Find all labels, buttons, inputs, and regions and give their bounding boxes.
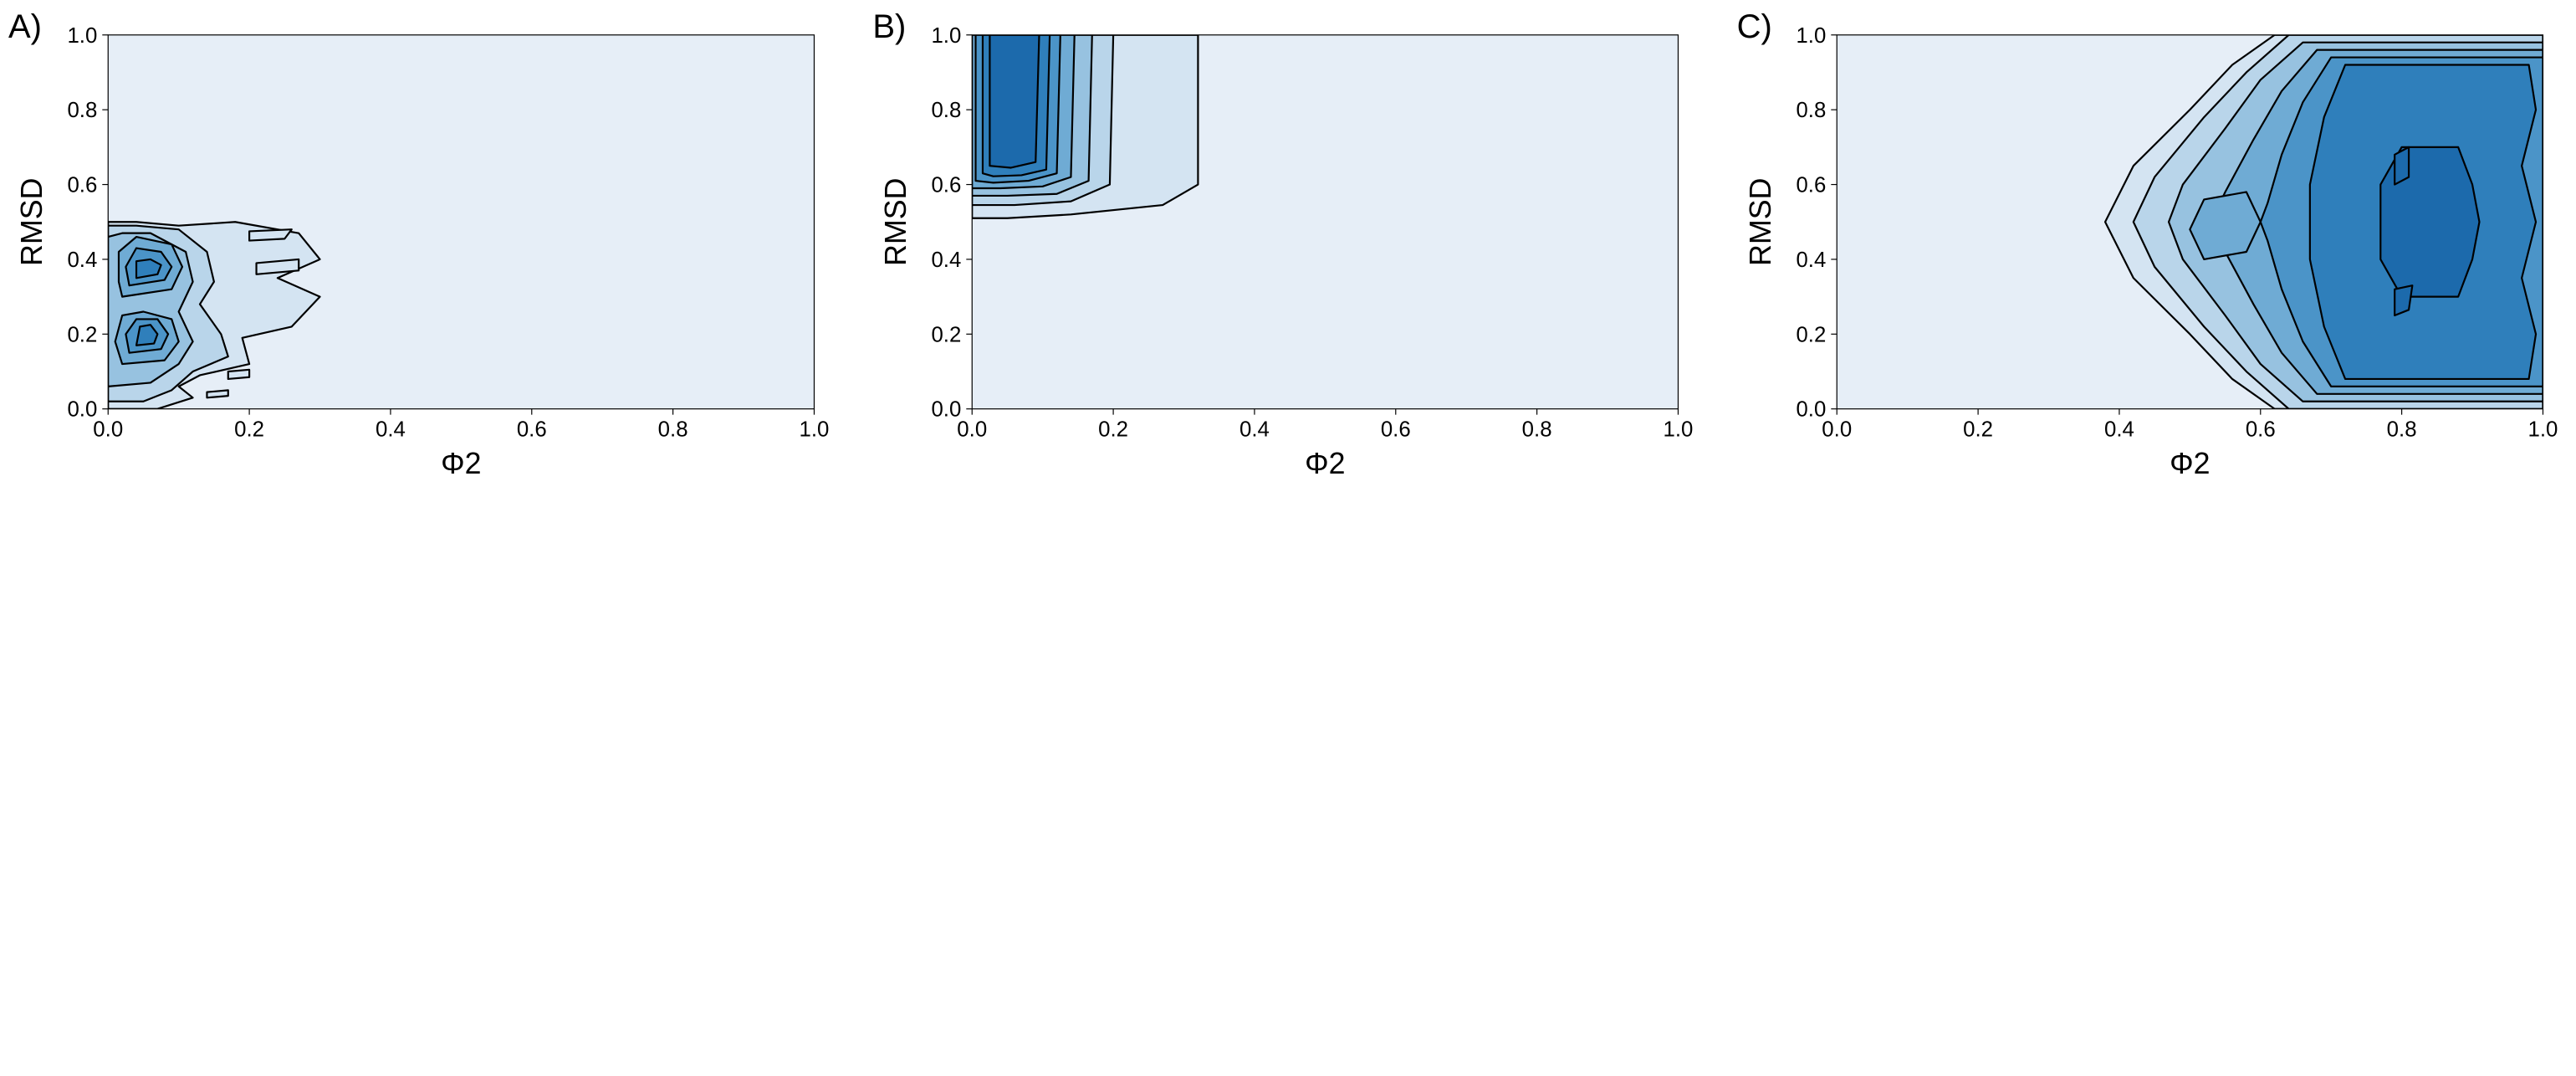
svg-text:0.0: 0.0 <box>67 398 97 422</box>
svg-text:0.6: 0.6 <box>932 174 962 197</box>
svg-text:RMSD: RMSD <box>1743 178 1776 266</box>
svg-text:Φ2: Φ2 <box>2170 447 2210 480</box>
svg-text:0.2: 0.2 <box>1963 418 1993 441</box>
panel-b-label: B) <box>872 8 906 46</box>
panel-b-svg: 0.0 0.2 0.4 0.6 0.8 1.0 0.0 0.2 0.4 0.6 0.8 1.0 Φ2 RM… <box>881 17 1694 485</box>
svg-text:0.2: 0.2 <box>67 323 97 346</box>
svg-text:0.0: 0.0 <box>1796 398 1826 422</box>
svg-text:1.0: 1.0 <box>2527 418 2558 441</box>
svg-text:RMSD: RMSD <box>15 178 49 266</box>
svg-text:0.8: 0.8 <box>1522 418 1552 441</box>
svg-text:0.4: 0.4 <box>1239 418 1270 441</box>
svg-text:0.0: 0.0 <box>932 398 962 422</box>
svg-text:0.6: 0.6 <box>2245 418 2275 441</box>
panel-b: B) 0.00.20.40.60.81.00.00.20.40.60.81.0Φ… <box>881 17 1694 485</box>
svg-text:0.2: 0.2 <box>932 323 962 346</box>
panel-a-svg: 0.0 0.2 0.4 0.6 0.8 1.0 0.0 0.2 0.4 0.6 0.8 1.0 Φ2 RM… <box>17 17 831 485</box>
panel-c-svg: 0.0 0.2 0.4 0.6 0.8 1.0 0.0 0.2 0.4 0.6 0.8 1.0 Φ2 RM… <box>1745 17 2559 485</box>
svg-text:0.0: 0.0 <box>93 418 123 441</box>
svg-text:0.4: 0.4 <box>1796 249 1826 272</box>
svg-text:1.0: 1.0 <box>1664 418 1694 441</box>
panel-c: C) 0.00.20.40.60.81.00.00.20.40.60.81.0Φ… <box>1745 17 2559 485</box>
svg-text:0.8: 0.8 <box>658 418 688 441</box>
svg-text:0.8: 0.8 <box>932 99 962 122</box>
svg-text:1.0: 1.0 <box>800 418 830 441</box>
svg-text:0.0: 0.0 <box>958 418 988 441</box>
svg-text:0.4: 0.4 <box>932 249 962 272</box>
svg-text:0.0: 0.0 <box>1822 418 1852 441</box>
svg-text:0.8: 0.8 <box>1796 99 1826 122</box>
svg-text:0.6: 0.6 <box>67 174 97 197</box>
svg-text:1.0: 1.0 <box>67 24 97 48</box>
svg-text:0.2: 0.2 <box>234 418 264 441</box>
svg-text:0.6: 0.6 <box>517 418 547 441</box>
svg-text:0.8: 0.8 <box>67 99 97 122</box>
svg-text:0.6: 0.6 <box>1381 418 1411 441</box>
svg-text:1.0: 1.0 <box>1796 24 1826 48</box>
svg-text:1.0: 1.0 <box>932 24 962 48</box>
svg-text:RMSD: RMSD <box>879 178 912 266</box>
panel-a-label: A) <box>8 8 42 46</box>
svg-text:0.6: 0.6 <box>1796 174 1826 197</box>
figure-row: A) 0.00.20.40.60.81.00.00.20.40.60.81.0Φ… <box>17 17 2559 485</box>
svg-text:Φ2: Φ2 <box>441 447 481 480</box>
svg-text:0.4: 0.4 <box>67 249 97 272</box>
svg-text:Φ2: Φ2 <box>1305 447 1345 480</box>
svg-text:0.2: 0.2 <box>1796 323 1826 346</box>
svg-text:0.4: 0.4 <box>2104 418 2134 441</box>
svg-text:0.8: 0.8 <box>2386 418 2416 441</box>
panel-a: A) 0.00.20.40.60.81.00.00.20.40.60.81.0Φ… <box>17 17 831 485</box>
svg-text:0.4: 0.4 <box>376 418 406 441</box>
svg-text:0.2: 0.2 <box>1098 418 1128 441</box>
panel-c-label: C) <box>1737 8 1772 46</box>
